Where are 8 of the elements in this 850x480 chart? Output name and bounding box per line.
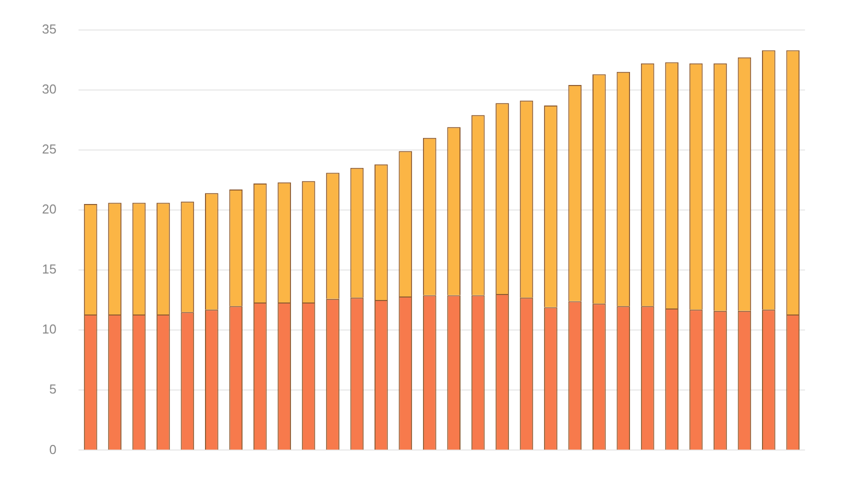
y-tick-label: 35 [42,21,56,36]
y-tick-label: 30 [42,81,56,96]
y-tick-label: 20 [42,202,56,217]
y-tick-label: 5 [49,382,56,397]
y-tick-label: 0 [49,442,56,457]
y-tick-label: 10 [42,322,56,337]
y-tick-label: 25 [42,141,56,156]
y-tick-label: 15 [42,262,56,277]
